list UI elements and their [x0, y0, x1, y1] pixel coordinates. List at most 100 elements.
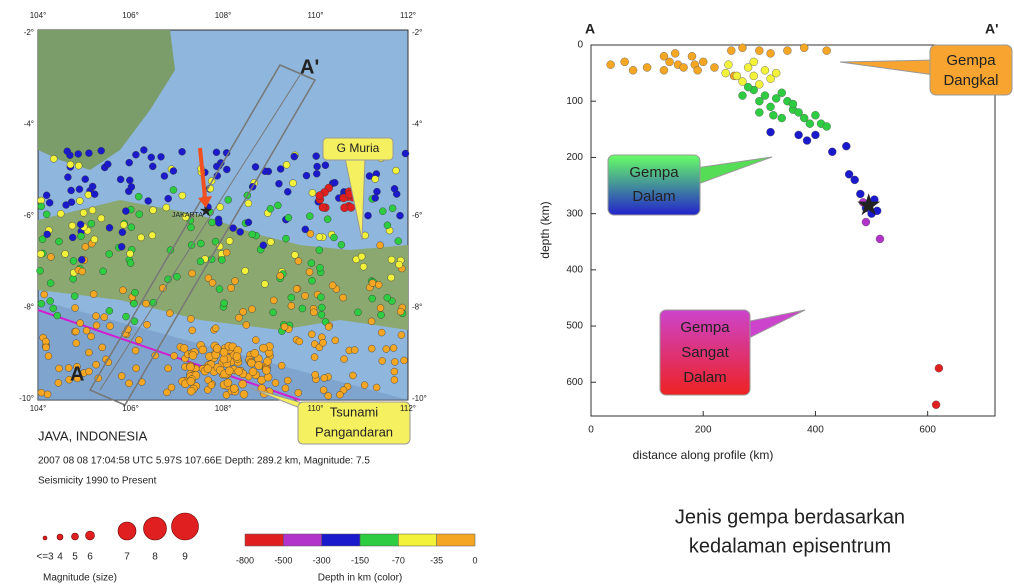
quake-dot	[369, 280, 376, 287]
caption: Jenis gempa berdasarkan	[675, 506, 905, 528]
quake-dot	[284, 188, 291, 195]
quake-dot	[90, 291, 97, 298]
color-swatch	[398, 534, 436, 546]
quake-dot	[349, 372, 356, 379]
quake-dot	[82, 243, 89, 250]
quake-dot	[189, 270, 196, 277]
point	[722, 69, 730, 77]
y-tick-label: 300	[566, 208, 583, 219]
quake-dot	[47, 298, 54, 305]
point	[767, 103, 775, 111]
quake-dot	[106, 307, 113, 314]
quake-dot	[360, 263, 367, 270]
quake-dot	[180, 344, 188, 352]
quake-dot	[82, 176, 89, 183]
point	[727, 47, 735, 55]
quake-dot	[79, 268, 86, 275]
quake-dot	[215, 219, 222, 226]
quake-dot	[150, 207, 157, 214]
point	[755, 47, 763, 55]
quake-dot	[223, 249, 230, 256]
quake-dot	[149, 232, 156, 239]
quake-dot	[57, 210, 64, 217]
callout-text: Dalam	[632, 188, 675, 205]
quake-dot	[316, 192, 324, 200]
quake-dot	[377, 242, 384, 249]
quake-dot	[235, 314, 242, 321]
quake-dot	[135, 193, 142, 200]
quake-dot	[99, 344, 106, 351]
quake-dot	[91, 236, 98, 243]
quake-dot	[383, 346, 390, 353]
quake-dot	[361, 382, 368, 389]
quake-dot	[73, 340, 80, 347]
quake-dot	[301, 292, 308, 299]
depth-label: -800	[236, 555, 254, 565]
callout-text: Pangandaran	[315, 424, 393, 439]
quake-dot	[43, 344, 50, 351]
quake-dot	[313, 170, 320, 177]
callout-text: Dangkal	[943, 72, 998, 89]
quake-dot	[369, 295, 376, 302]
quake-dot	[186, 363, 194, 371]
quake-dot	[85, 191, 92, 198]
quake-dot	[120, 221, 127, 228]
lon-label: 112°	[400, 11, 416, 20]
point	[823, 123, 831, 131]
quake-dot	[291, 251, 298, 258]
quake-dot	[122, 208, 129, 215]
quake-dot	[71, 293, 78, 300]
quake-dot	[372, 195, 379, 202]
point	[811, 131, 819, 139]
quake-dot	[143, 321, 150, 328]
quake-dot	[347, 203, 355, 211]
lat-label: -4°	[412, 120, 422, 129]
quake-dot	[388, 256, 395, 263]
quake-dot	[239, 380, 247, 388]
lon-label: 110°	[308, 11, 324, 20]
highlight-star: ★	[855, 189, 882, 222]
quake-dot	[373, 384, 380, 391]
lat-label: -10°	[19, 394, 34, 403]
quake-dot	[391, 358, 398, 365]
quake-dot	[320, 339, 327, 346]
quake-dot	[213, 149, 220, 156]
quake-dot	[332, 337, 339, 344]
quake-dot	[133, 365, 140, 372]
depth-label: -70	[392, 555, 405, 565]
quake-dot	[85, 150, 92, 157]
quake-dot	[391, 368, 398, 375]
quake-dot	[88, 220, 95, 227]
lat-label: -2°	[24, 28, 34, 37]
quake-dot	[76, 197, 83, 204]
quake-dot	[283, 161, 290, 168]
quake-dot	[47, 280, 54, 287]
quake-dot	[204, 365, 212, 373]
quake-dot	[282, 385, 289, 392]
quake-dot	[118, 373, 125, 380]
quake-dot	[336, 391, 343, 398]
quake-dot	[50, 155, 57, 162]
lat-label: -8°	[24, 303, 34, 312]
quake-dot	[132, 151, 139, 158]
quake-dot	[317, 294, 324, 301]
quake-dot	[270, 309, 277, 316]
caption: kedalaman episentrum	[689, 535, 891, 557]
quake-dot	[161, 172, 168, 179]
quake-dot	[38, 300, 45, 307]
quake-dot	[285, 214, 292, 221]
y-tick-label: 0	[577, 40, 583, 51]
quake-dot	[89, 207, 96, 214]
magnitude-label: 7	[124, 552, 130, 563]
quake-dot	[106, 250, 113, 257]
quake-dot	[63, 202, 70, 209]
quake-dot	[398, 332, 405, 339]
quake-dot	[316, 264, 323, 271]
quake-dot	[379, 357, 386, 364]
quake-dot	[309, 189, 316, 196]
quake-dot	[260, 242, 267, 249]
quake-dot	[37, 250, 44, 257]
y-tick-label: 500	[566, 321, 583, 332]
quake-dot	[338, 241, 345, 248]
quake-dot	[225, 196, 232, 203]
